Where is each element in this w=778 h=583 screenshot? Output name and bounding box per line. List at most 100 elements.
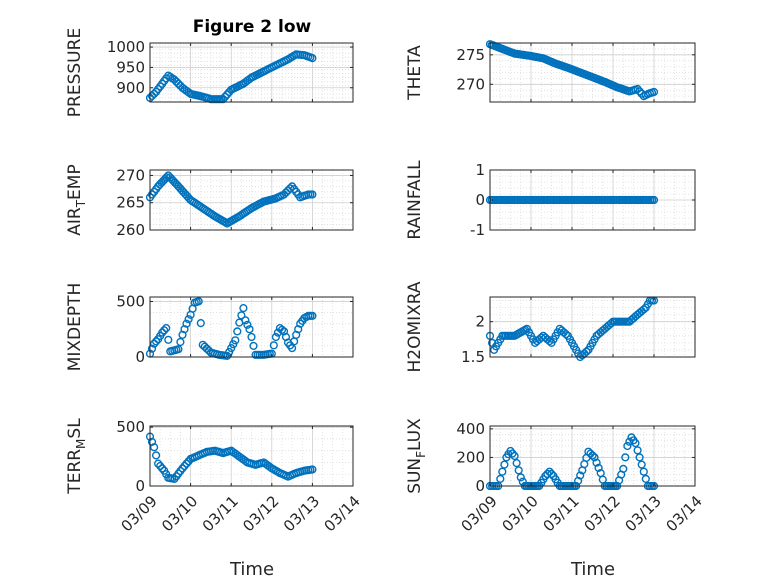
axes-box [149, 296, 354, 358]
axes-box [489, 42, 696, 103]
y-tick-label: 2 [475, 313, 485, 331]
data-point [561, 330, 571, 339]
y-axis-label: SUNFLUX [405, 418, 428, 494]
figure-title: Figure 2 low [193, 17, 312, 37]
data-point [649, 87, 659, 97]
axes-box [489, 296, 696, 358]
data-point [221, 92, 230, 101]
y-tick-label: 500 [116, 292, 145, 310]
data-point [174, 345, 183, 354]
data-point [147, 91, 157, 101]
subplot-theta: 270 275 THETA [405, 40, 696, 103]
x-axis-label-right: Time [570, 559, 615, 580]
data-point [498, 467, 507, 476]
data-point [637, 460, 646, 469]
data-point [158, 328, 167, 337]
data-point [229, 340, 238, 349]
data-point [500, 460, 509, 469]
data-point [576, 471, 585, 480]
data-point [649, 195, 659, 205]
data-point [178, 464, 187, 473]
data-point [619, 464, 628, 474]
data-point [308, 53, 317, 63]
data-point [639, 467, 648, 476]
data-point [219, 95, 228, 104]
data-point [512, 459, 521, 468]
x-tick-label: 03/12 [580, 492, 623, 535]
y-tick-label: 0 [135, 348, 145, 366]
x-tick-label: 03/09 [457, 492, 500, 535]
data-point [150, 339, 159, 348]
data-point [594, 463, 603, 473]
data-point [176, 337, 185, 347]
data-point [245, 325, 254, 334]
y-axis-label: TERRMSL [65, 418, 88, 495]
y-tick-label: 265 [116, 194, 145, 212]
data-point [223, 90, 232, 99]
data-point [308, 190, 317, 199]
y-tick-label: 1.5 [461, 348, 485, 366]
data-point [281, 188, 291, 197]
y-tick-label: 270 [456, 75, 485, 93]
data-point [225, 347, 234, 357]
data-point [510, 451, 519, 461]
y-tick-label: 0 [135, 477, 145, 495]
y-axis-label: RAINFALL [405, 160, 425, 240]
y-tick-label: 950 [116, 58, 145, 76]
data-point [223, 351, 232, 361]
data-point [249, 341, 258, 351]
data-point [152, 337, 161, 346]
subplot-mixdepth: 0 500 MIXDEPTH [65, 283, 354, 372]
data-point [150, 89, 159, 99]
data-point [514, 466, 523, 475]
x-tick-label: 03/12 [239, 492, 282, 535]
data-point [573, 476, 583, 485]
y-tick-label: -1 [470, 221, 485, 239]
data-point [547, 469, 556, 479]
data-point [182, 319, 191, 328]
data-point [147, 437, 157, 447]
data-point [641, 474, 650, 484]
y-tick-label: 270 [116, 166, 145, 184]
axes-box [149, 425, 354, 487]
x-tick-label: 03/14 [320, 492, 363, 535]
y-tick-label: 0 [475, 477, 485, 495]
axes-box [149, 169, 354, 231]
x-tick-label: 03/09 [117, 492, 160, 535]
subplot-pressure: 900 950 1000 PRESSURE [65, 28, 354, 117]
data-point [277, 325, 287, 334]
y-tick-label: 260 [116, 221, 145, 239]
data-point [164, 335, 173, 344]
y-axis-label: H2OMIXRA [405, 281, 425, 372]
data-point [635, 87, 644, 96]
subplot-air_temp: 260 265 270 AIRTEMP [65, 164, 354, 239]
data-point [308, 311, 317, 321]
data-point [633, 84, 642, 94]
y-tick-label: 500 [116, 418, 145, 436]
data-point [590, 453, 599, 462]
data-point [194, 297, 203, 306]
data-point [286, 184, 295, 193]
data-point [635, 453, 644, 462]
data-point [631, 439, 640, 448]
x-tick-label: 03/10 [158, 492, 201, 535]
x-axis-label-left: Time [229, 559, 274, 580]
data-point [182, 459, 191, 468]
data-point [606, 319, 616, 328]
axes-box [149, 42, 354, 103]
data-point [247, 332, 256, 342]
data-point [588, 451, 597, 460]
y-axis-label: THETA [405, 45, 425, 101]
data-point [233, 327, 242, 336]
data-point [227, 344, 236, 353]
data-point [239, 304, 248, 313]
data-point [231, 336, 240, 345]
data-point [154, 459, 163, 468]
y-axis-label: MIXDEPTH [65, 283, 85, 372]
data-point [162, 324, 171, 333]
data-point [184, 315, 193, 324]
data-point [180, 461, 189, 471]
